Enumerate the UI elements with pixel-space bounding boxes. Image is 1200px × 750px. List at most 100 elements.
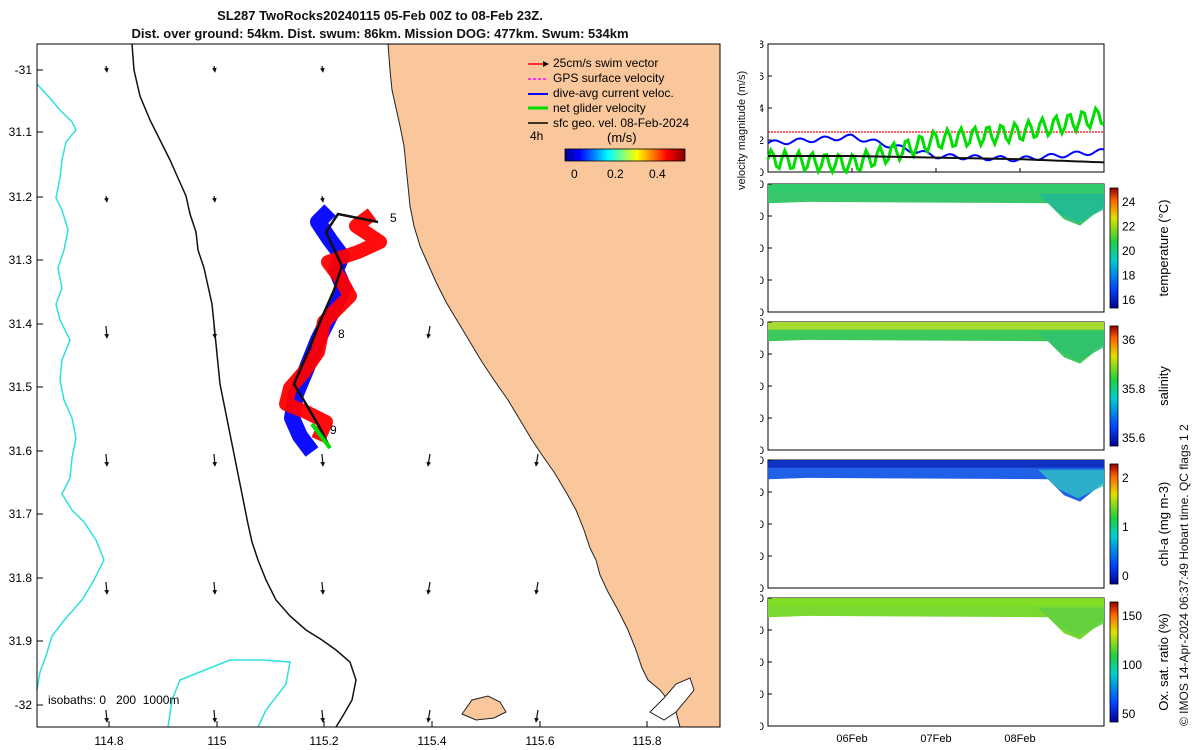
surface-vector [103,65,109,73]
speed-colorbar [564,148,686,162]
glider-track [279,204,387,457]
depth-tick-label: 100 [760,657,764,669]
colorbar-tick-label: 20 [1122,244,1136,258]
colorbar-label: (m/s) [607,130,637,145]
surface-vector [534,709,540,723]
section-data [768,322,1104,364]
lon-tick-label: 114.8 [94,734,123,748]
section-data [768,598,1104,640]
colorbar-tick-label: 50 [1122,707,1136,721]
isobath-1000m-south [167,659,291,728]
legend-dive-avg-current: dive-avg current veloc. [553,86,674,100]
lon-tick-label: 115.8 [632,734,661,748]
lat-tick-label: 31.7 [9,507,33,521]
surface-vector [426,325,432,339]
lat-tick-label: 31.2 [9,190,33,204]
colorbar-tick: 0.4 [649,167,666,181]
day-label-9: 9 [330,423,337,437]
colorbar-tick-label: 0 [1122,569,1129,583]
depth-tick-label: 0 [760,179,764,191]
footer-credit: © IMOS 14-Apr-2024 06:37:49 Hobart time.… [1177,424,1191,726]
legend-gps-velocity: GPS surface velocity [553,71,664,85]
depth-tick-label: 200 [760,721,764,733]
chart-title: SL287 TwoRocks20240115 05-Feb 00Z to 08-… [217,8,543,23]
depth-tick-label: 150 [760,275,764,287]
surface-vector [320,453,326,467]
depth-sections: 050100150200Depth (m)2422201816temperatu… [760,179,1171,733]
section-data [768,460,1104,502]
surface-vector [211,195,217,203]
colorbar-title: temperature (°C) [1156,200,1171,297]
depth-tick-label: 50 [760,625,764,637]
depth-tick-label: 100 [760,243,764,255]
map-axis-ticks: -31 31.1 31.2 31.3 31.4 31.5 31.6 31.7 31.8 31.9 -… [9,63,662,748]
colorbar-title: salinity [1156,366,1171,406]
surface-vector [534,581,540,595]
lat-tick-label: 31.8 [9,571,33,585]
depth-tick-label: 200 [760,307,764,319]
velocity-tick-label: 0.6 [760,71,764,83]
velocity-tick-label: 0 [760,167,764,179]
surface-vector [426,453,432,467]
colorbar-tick: 0.2 [607,167,624,181]
colorbar-tick-label: 22 [1122,220,1136,234]
surface-vector [104,709,110,723]
surface-vector [319,65,325,73]
surface-vector [320,581,326,595]
depth-tick-label: 50 [760,211,764,223]
date-tick-label: 07Feb [920,733,951,745]
section-colorbar [1109,463,1119,585]
surface-velocity-vectors [103,65,540,723]
colorbar-tick-label: 100 [1122,658,1142,672]
lat-tick-label: 31.9 [9,634,33,648]
velocity-tick-label: 0.2 [760,135,764,147]
surface-vector [104,453,110,467]
lat-tick-label: 31.1 [9,125,33,139]
colorbar-title: chl-a (mg m-3) [1156,482,1171,567]
island [461,695,507,721]
day-label-5: 5 [390,211,397,225]
section-data [768,184,1104,226]
surface-vector [212,453,218,467]
colorbar-tick-label: 2 [1122,471,1129,485]
map-legend: 25cm/s swim vector GPS surface velocity … [528,56,689,130]
chart-subtitle: Dist. over ground: 54km. Dist. swum: 86k… [131,26,629,41]
depth-tick-label: 150 [760,551,764,563]
surface-vector [319,195,325,203]
lon-tick-label: 115.2 [309,734,338,748]
island-south [649,677,695,721]
surface-vector [104,325,110,339]
velocity-axis-ticks: 0 0.2 0.4 0.6 0.8 06Feb 07Feb 08Feb [760,39,1036,745]
depth-tick-label: 0 [760,317,764,329]
depth-tick-label: 150 [760,413,764,425]
surface-vector [103,195,109,203]
surface-vector [104,581,110,595]
section-colorbar [1109,187,1119,309]
velocity-tick-label: 0.4 [760,103,764,115]
legend-net-glider: net glider velocity [553,101,646,115]
section-colorbar [1109,325,1119,447]
date-tick-label: 06Feb [836,733,867,745]
depth-tick-label: 50 [760,487,764,499]
depth-tick-label: 100 [760,519,764,531]
legend-swim-vector: 25cm/s swim vector [553,56,658,70]
depth-section-panel: 050100150200Depth (m)2422201816temperatu… [760,179,1171,319]
lat-tick-label: -31 [15,63,33,77]
colorbar-tick-label: 24 [1122,195,1136,209]
lat-tick-label: 31.5 [9,380,33,394]
land-area [387,43,721,728]
colorbar-tick-label: 35.6 [1122,431,1146,445]
surface-vector [426,709,432,723]
depth-tick-label: 200 [760,583,764,595]
depth-tick-label: 0 [760,593,764,605]
isobath-200m [131,43,357,728]
depth-tick-label: 0 [760,455,764,467]
isobaths-label: isobaths: 0 200 1000m [48,693,179,707]
surface-vector [212,325,218,339]
surface-vector [212,709,218,723]
legend-sfc-geo-vel: sfc geo. vel. 08-Feb-2024 [553,116,689,130]
velocity-series [766,104,1105,176]
lat-tick-label: 31.4 [9,317,33,331]
